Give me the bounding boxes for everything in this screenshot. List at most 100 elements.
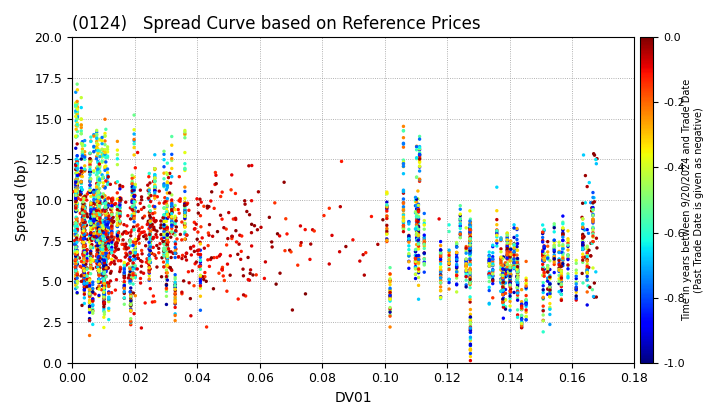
Point [188,282,199,289]
Point [75,197,86,203]
Point [158,218,170,225]
Point [516,319,527,326]
Point [95,212,107,218]
Point [411,199,423,205]
Point [71,126,82,133]
Point [93,202,104,209]
Point [504,249,516,255]
Point [151,242,163,249]
Point [464,280,476,286]
Point [119,282,130,289]
Point [384,292,396,299]
Point [418,259,430,265]
Point [92,240,104,247]
Point [78,259,89,266]
Point [151,234,163,241]
Point [71,178,82,185]
Point [464,275,476,281]
Point [102,241,113,248]
Point [119,270,130,277]
Point [191,259,202,265]
Point [562,240,574,247]
Point [91,218,102,224]
Point [460,269,472,276]
Point [94,217,106,224]
Point [70,133,81,139]
Point [92,228,104,235]
Point [414,155,426,161]
Point [92,220,104,227]
Point [464,220,476,227]
Point [170,241,181,247]
Point [71,192,83,199]
Point [192,247,203,254]
Point [130,165,141,171]
Point [71,254,83,260]
Point [504,293,516,299]
Point [556,281,567,287]
Point [72,192,84,198]
Point [98,219,109,226]
Point [84,182,96,189]
Point [483,259,495,265]
Point [102,234,114,240]
Point [92,255,104,262]
Point [464,317,476,323]
Point [381,222,392,229]
Point [435,284,446,290]
Point [435,294,446,300]
Point [100,241,112,248]
Point [403,251,415,258]
Point [102,178,113,185]
Point [512,272,523,279]
Point [161,211,173,218]
Point [497,286,508,293]
Point [92,176,104,183]
Point [192,210,204,216]
Point [498,278,509,285]
Point [150,255,162,262]
Point [381,190,392,197]
Point [161,237,173,244]
Point [176,289,188,296]
Point [179,205,191,211]
Point [169,232,181,239]
Point [161,200,172,207]
Point [79,142,91,149]
Point [93,249,104,256]
Point [149,187,161,194]
Point [84,218,95,225]
Point [77,228,89,234]
Point [76,156,87,163]
Point [516,301,527,308]
Point [97,246,109,253]
Point [99,261,110,268]
Point [410,202,421,209]
Point [161,202,173,209]
Point [464,279,476,286]
Point [127,270,139,277]
Point [179,215,191,222]
Point [70,220,81,227]
Point [413,259,424,265]
Point [504,272,516,278]
Point [169,290,181,297]
Point [381,226,392,233]
Point [412,237,423,244]
Point [98,294,109,300]
Point [451,272,462,278]
Point [98,217,109,224]
Point [542,262,554,269]
Point [403,220,415,227]
Point [92,186,104,193]
Point [159,198,171,205]
Point [411,203,423,210]
Point [460,281,472,288]
Point [444,249,455,256]
Point [192,195,203,202]
Point [71,223,83,229]
Point [549,244,560,250]
Point [413,227,424,234]
Point [542,269,554,276]
Point [76,150,88,157]
